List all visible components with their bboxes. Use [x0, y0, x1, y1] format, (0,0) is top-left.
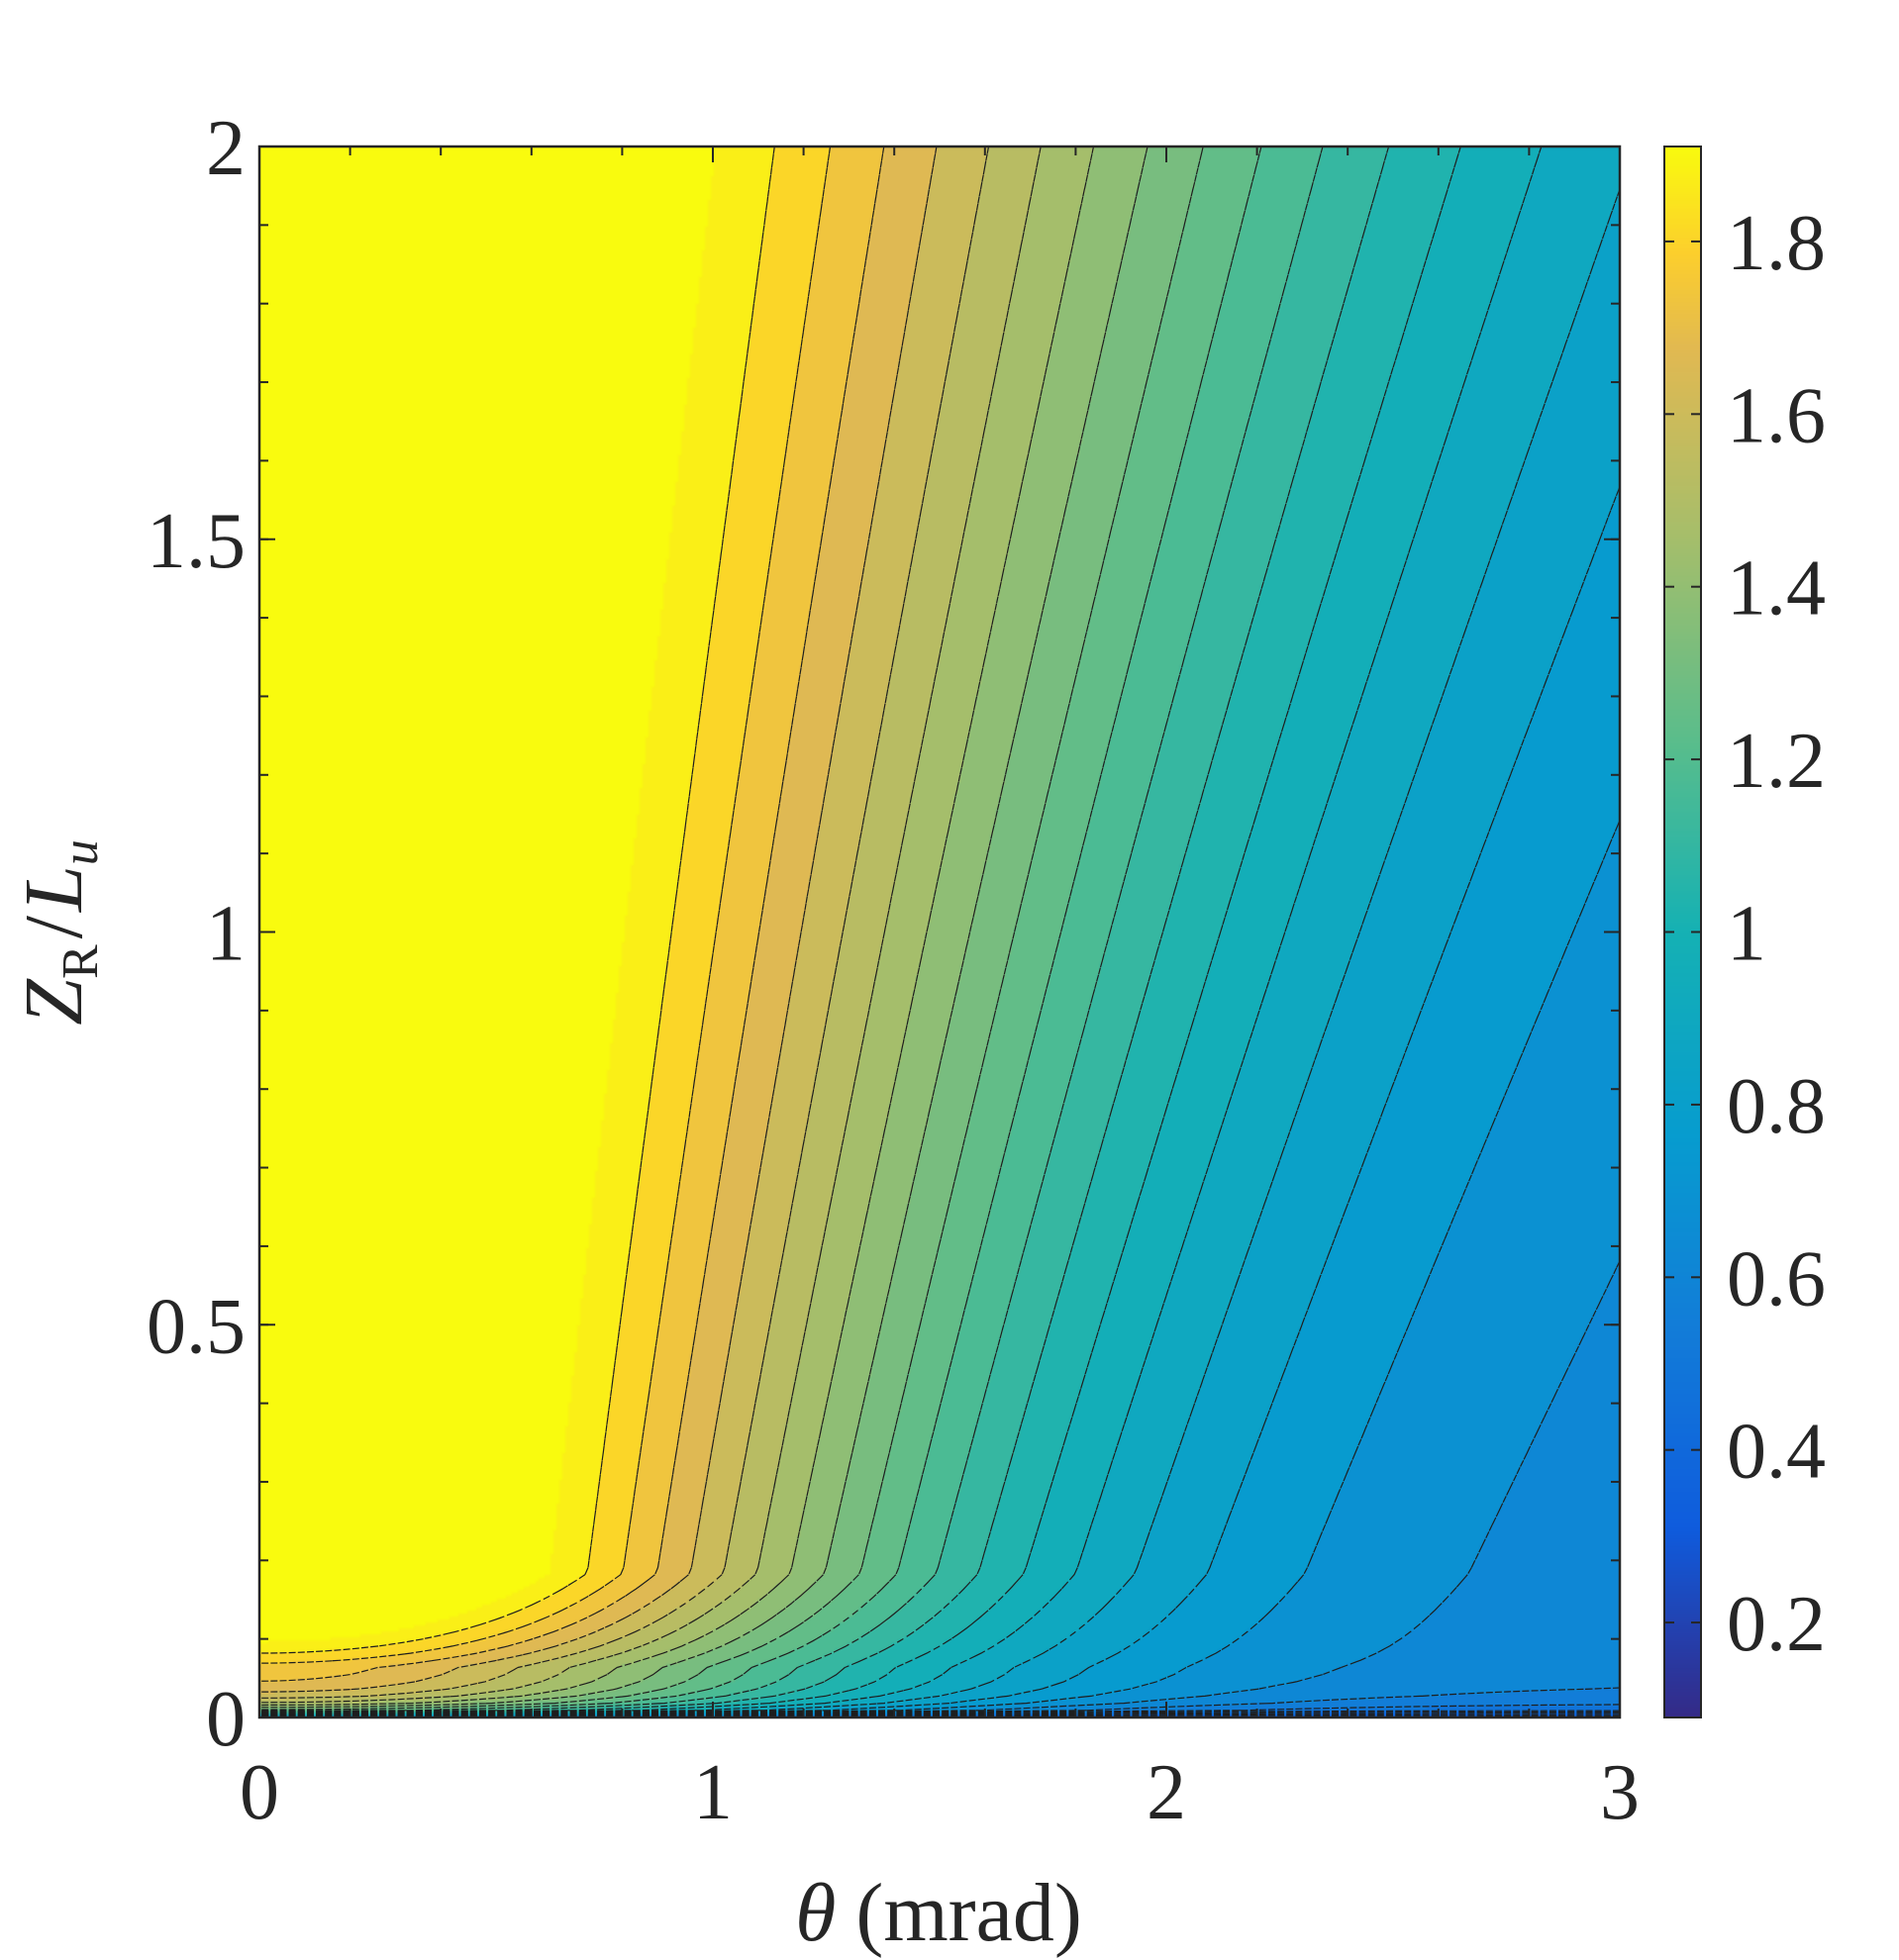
colorbar-tick-label: 0.8 — [1727, 1063, 1826, 1150]
contour-line-17 — [259, 147, 1204, 1711]
contour-line-20 — [259, 147, 1042, 1704]
x-axis: 0 1 2 3 — [240, 147, 1640, 1836]
contour-line-25 — [259, 147, 775, 1654]
colorbar-tick-label: 1.6 — [1727, 372, 1826, 459]
contour-lines — [259, 147, 1620, 1717]
x-tick-label: 3 — [1600, 1749, 1640, 1836]
contour-line-21 — [259, 147, 990, 1699]
y-axis: 0 0.5 1 1.5 2 — [147, 105, 1620, 1763]
contour-line-19 — [259, 147, 1095, 1707]
x-tick-label: 0 — [240, 1749, 279, 1836]
y-tick-label: 0 — [206, 1676, 246, 1763]
y-tick-label: 2 — [206, 105, 246, 192]
contour-line-24 — [259, 147, 832, 1664]
contour-line-23 — [259, 147, 885, 1682]
colorbar-ticks: 0.2 0.4 0.6 0.8 1 1.2 1.4 1.6 1.8 — [1664, 200, 1826, 1668]
colorbar-tick-label: 1.8 — [1727, 200, 1826, 287]
contour-plot-area — [259, 147, 1620, 1717]
y-tick-label: 1.5 — [147, 498, 246, 585]
y-tick-label: 1 — [206, 891, 246, 978]
colorbar-tick-label: 1 — [1727, 891, 1766, 978]
colorbar-tick-label: 1.2 — [1727, 718, 1826, 805]
contour-line-16 — [259, 147, 1262, 1712]
x-tick-label: 2 — [1147, 1749, 1186, 1836]
colorbar: 0.2 0.4 0.6 0.8 1 1.2 1.4 1.6 1.8 — [1663, 146, 1826, 1718]
contour-fill — [259, 147, 1620, 1717]
x-axis-label: θ (mrad) — [795, 1867, 1082, 1959]
colorbar-tick-label: 0.6 — [1727, 1235, 1826, 1323]
y-axis-label: ZR/Lu — [8, 839, 109, 1025]
y-tick-label: 0.5 — [147, 1283, 246, 1370]
colorbar-tick-label: 1.4 — [1727, 545, 1826, 633]
colorbar-tick-label: 0.2 — [1727, 1581, 1826, 1668]
colorbar-tick-label: 0.4 — [1727, 1409, 1826, 1496]
contour-line-18 — [259, 147, 1149, 1709]
contour-line-14 — [259, 147, 1390, 1713]
contour-line-15 — [259, 147, 1324, 1713]
x-tick-label: 1 — [693, 1749, 733, 1836]
contour-line-22 — [259, 147, 938, 1693]
